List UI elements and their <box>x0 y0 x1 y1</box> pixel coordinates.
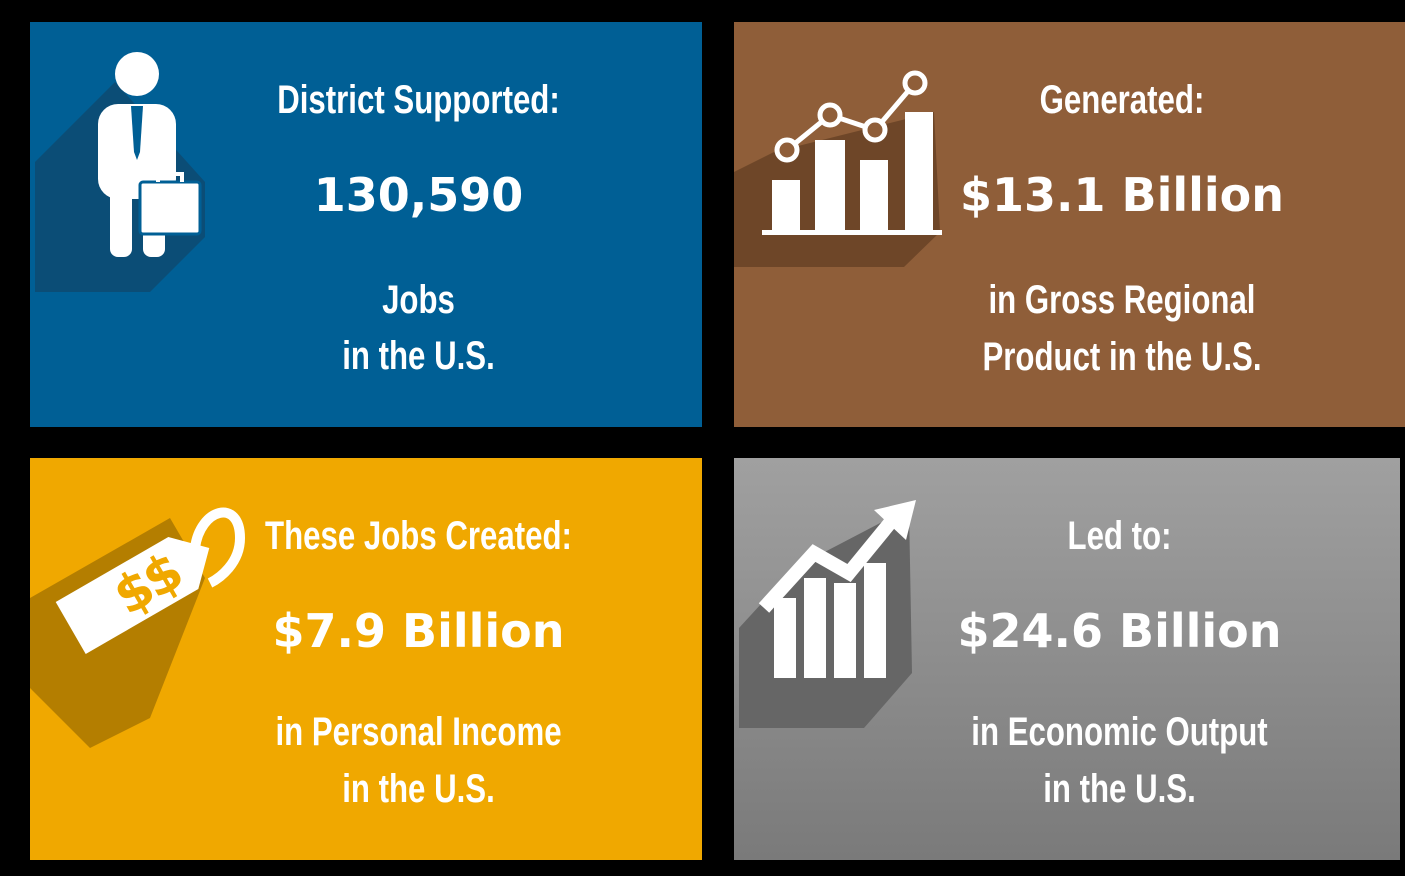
growth-icon <box>739 500 916 728</box>
line: Jobs <box>382 278 455 322</box>
income-panel: $ $ These Jobs Created: $7.9 Billion in … <box>30 458 702 860</box>
value: $24.6 Billion <box>957 604 1282 658</box>
output-panel: Led to: $24.6 Billion in Economic Output… <box>734 458 1400 860</box>
worker-icon <box>35 52 205 292</box>
line: in Personal Income <box>275 710 562 754</box>
heading: Led to: <box>1067 514 1172 558</box>
line: in the U.S. <box>1043 767 1196 811</box>
line: in the U.S. <box>342 334 495 378</box>
line: in Economic Output <box>971 710 1268 754</box>
line: Product in the U.S. <box>982 335 1262 379</box>
line: in the U.S. <box>342 767 495 811</box>
value: 130,590 <box>313 168 524 222</box>
value: $7.9 Billion <box>272 604 565 658</box>
heading: Generated: <box>1039 78 1205 122</box>
price-tag-icon: $ $ <box>30 507 246 748</box>
value: $13.1 Billion <box>960 168 1284 222</box>
heading: District Supported: <box>277 78 560 122</box>
line: in Gross Regional <box>988 278 1256 322</box>
jobs-panel: District Supported: 130,590 Jobs in the … <box>30 22 702 427</box>
heading: These Jobs Created: <box>265 514 572 558</box>
grp-panel: Generated: $13.1 Billion in Gross Region… <box>734 22 1405 427</box>
bar-chart-icon <box>734 70 942 267</box>
